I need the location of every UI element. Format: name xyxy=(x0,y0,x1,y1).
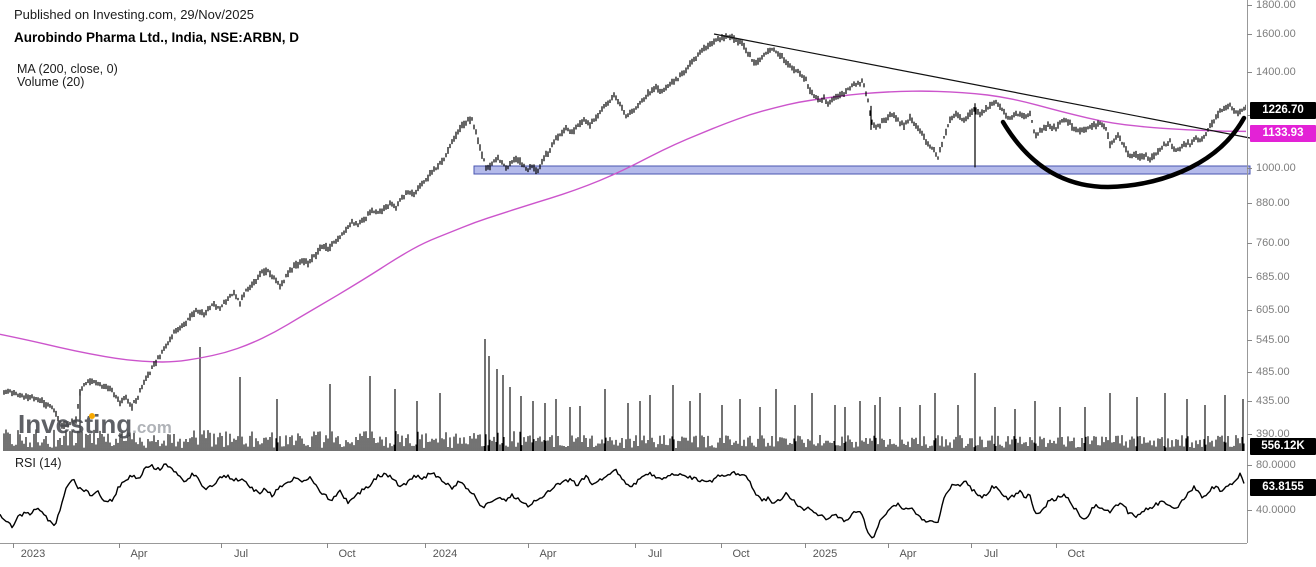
date-tick-label: Jul xyxy=(233,548,249,560)
volume-value-badge: 556.12K xyxy=(1250,437,1316,455)
rsi-indicator-label: RSI (14) xyxy=(15,456,62,470)
volume-bars xyxy=(3,339,1245,451)
price-tick-label: 880.00 xyxy=(1256,197,1290,209)
price-tick-label: 1000.00 xyxy=(1256,162,1296,174)
price-tick-label: 545.00 xyxy=(1256,334,1290,346)
date-tick-label: Oct xyxy=(732,548,750,560)
rsi-line xyxy=(0,463,1245,539)
date-tick-label: Apr xyxy=(899,548,917,560)
volume-indicator-label: Volume (20) xyxy=(17,75,85,89)
trendline xyxy=(713,33,1251,139)
rsi-tick-label: 40.0000 xyxy=(1256,504,1296,516)
date-tick-label: Apr xyxy=(539,548,557,560)
ma-indicator-label: MA (200, close, 0) xyxy=(17,62,118,76)
price-tick-label: 435.00 xyxy=(1256,395,1290,407)
date-tick-label: 2025 xyxy=(812,548,838,560)
price-tick-label: 1600.00 xyxy=(1256,28,1296,40)
date-tick-label: Oct xyxy=(338,548,356,560)
date-tick-label: 2023 xyxy=(20,548,46,560)
support-zone xyxy=(473,165,1251,175)
ma200-line xyxy=(0,90,1246,363)
price-tick-label: 390.00 xyxy=(1256,428,1290,440)
price-tick-label: 605.00 xyxy=(1256,304,1290,316)
ma-value-badge: 1133.93 xyxy=(1250,124,1316,142)
watermark-suffix: .com xyxy=(132,418,172,437)
watermark-orange-dot-icon xyxy=(89,413,95,419)
investing-watermark: Investing.com xyxy=(18,409,172,440)
watermark-brand: Investing xyxy=(18,409,133,439)
date-tick-label: 2024 xyxy=(432,548,458,560)
price-tick-label: 1800.00 xyxy=(1256,0,1296,11)
price-tick-label: 1400.00 xyxy=(1256,66,1296,78)
date-tick-label: Jul xyxy=(983,548,999,560)
date-tick-label: Apr xyxy=(130,548,148,560)
rsi-value-badge: 63.8155 xyxy=(1250,478,1316,496)
date-tick-label: Oct xyxy=(1067,548,1085,560)
published-line: Published on Investing.com, 29/Nov/2025 xyxy=(14,7,254,22)
rsi-tick-label: 80.0000 xyxy=(1256,459,1296,471)
price-candles xyxy=(3,33,1246,429)
price-tick-label: 485.00 xyxy=(1256,366,1290,378)
last-price-badge: 1226.70 xyxy=(1250,101,1316,119)
date-tick-label: Jul xyxy=(647,548,663,560)
page-title: Aurobindo Pharma Ltd., India, NSE:ARBN, … xyxy=(14,30,300,45)
price-tick-label: 685.00 xyxy=(1256,271,1290,283)
rounding-bottom-arc xyxy=(1000,115,1247,190)
price-tick-label: 760.00 xyxy=(1256,237,1290,249)
